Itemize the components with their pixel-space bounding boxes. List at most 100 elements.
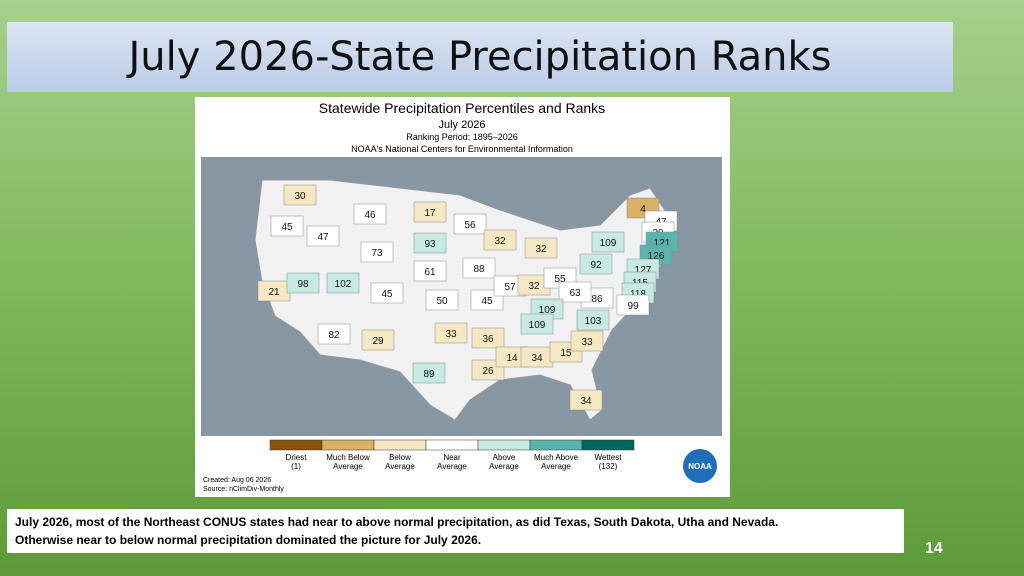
state bbox=[270, 215, 304, 237]
state-rank: 109 bbox=[529, 320, 546, 331]
state-rank: 103 bbox=[585, 316, 602, 327]
state-rank: 121 bbox=[654, 238, 671, 249]
legend-swatch bbox=[477, 439, 531, 451]
state bbox=[471, 327, 505, 349]
map-figure: Statewide Precipitation Percentiles and … bbox=[201, 100, 722, 493]
state-rank: 73 bbox=[371, 248, 383, 259]
state-rank: 63 bbox=[569, 288, 581, 299]
created: Created: Aug 06 2026 bbox=[203, 477, 271, 484]
state-rank: 32 bbox=[528, 281, 540, 292]
state bbox=[579, 253, 613, 275]
state-rank: 109 bbox=[539, 305, 556, 316]
state-rank: 47 bbox=[317, 232, 329, 243]
legend-label: Above bbox=[493, 453, 516, 462]
state-rank: 33 bbox=[581, 337, 593, 348]
source-org: NOAA's National Centers for Environmenta… bbox=[351, 144, 573, 154]
state-rank: 36 bbox=[482, 334, 494, 345]
state-rank: 32 bbox=[535, 244, 547, 255]
legend-label: Near bbox=[443, 453, 461, 462]
legend-sublabel: Average bbox=[333, 462, 363, 471]
state-rank: 55 bbox=[554, 274, 566, 285]
caption-line: July 2026, most of the Northeast CONUS s… bbox=[15, 515, 779, 529]
caption-line: Otherwise near to below normal precipita… bbox=[15, 533, 482, 547]
state bbox=[413, 232, 447, 254]
state bbox=[453, 213, 487, 235]
state-rank: 45 bbox=[481, 296, 493, 307]
legend-label: Much Above bbox=[534, 453, 579, 462]
legend-swatch bbox=[425, 439, 479, 451]
state-rank: 34 bbox=[580, 396, 592, 407]
state-rank: 82 bbox=[328, 330, 340, 341]
state-rank: 98 bbox=[297, 279, 309, 290]
legend-label: Below bbox=[389, 453, 411, 462]
legend-swatch bbox=[373, 439, 427, 451]
caption: July 2026, most of the Northeast CONUS s… bbox=[7, 509, 904, 553]
state-rank: 50 bbox=[436, 296, 448, 307]
state-rank: 56 bbox=[464, 220, 476, 231]
state-rank: 92 bbox=[590, 260, 602, 271]
state-rank: 61 bbox=[424, 267, 436, 278]
source: Source: nClimDiv-Monthly bbox=[203, 486, 284, 493]
legend-sublabel: Average bbox=[489, 462, 519, 471]
page-number: 14 bbox=[925, 540, 943, 557]
state-rank: 21 bbox=[268, 287, 280, 298]
state bbox=[360, 241, 394, 263]
state-rank: 127 bbox=[635, 265, 652, 276]
state-rank: 46 bbox=[364, 210, 376, 221]
state bbox=[413, 201, 447, 223]
ranking-period: Ranking Period: 1895–2026 bbox=[406, 132, 518, 142]
legend-swatch bbox=[269, 439, 323, 451]
state-rank: 109 bbox=[600, 238, 617, 249]
map-subtitle: July 2026 bbox=[438, 119, 485, 131]
state-rank: 93 bbox=[424, 239, 436, 250]
state bbox=[361, 329, 395, 351]
state-rank: 26 bbox=[482, 366, 494, 377]
state-rank: 4 bbox=[640, 204, 646, 215]
legend-swatch bbox=[581, 439, 635, 451]
state bbox=[370, 282, 404, 304]
legend-label: Driest bbox=[286, 453, 308, 462]
state bbox=[283, 184, 317, 206]
state bbox=[520, 313, 554, 335]
state bbox=[317, 323, 351, 345]
state-rank: 17 bbox=[424, 208, 436, 219]
state-rank: 57 bbox=[504, 282, 516, 293]
state bbox=[569, 389, 603, 411]
legend-swatch bbox=[529, 439, 583, 451]
state-rank: 15 bbox=[560, 348, 572, 359]
state-rank: 102 bbox=[335, 279, 352, 290]
state-rank: 30 bbox=[294, 191, 306, 202]
legend-swatch bbox=[321, 439, 375, 451]
state bbox=[616, 294, 650, 316]
slide-title: July 2026-State Precipitation Ranks bbox=[7, 22, 953, 92]
state bbox=[558, 281, 592, 303]
state-rank: 32 bbox=[494, 236, 506, 247]
state bbox=[483, 229, 517, 251]
legend-label: Wettest bbox=[595, 453, 623, 462]
logo-text: NOAA bbox=[688, 462, 712, 471]
state-rank: 33 bbox=[445, 329, 457, 340]
state-rank: 126 bbox=[648, 251, 665, 262]
state-rank: 89 bbox=[423, 369, 435, 380]
noaa-logo bbox=[683, 449, 717, 483]
state-rank: 88 bbox=[473, 264, 485, 275]
state-rank: 29 bbox=[372, 336, 384, 347]
state-rank: 14 bbox=[506, 353, 518, 364]
legend-sublabel: Average bbox=[437, 462, 467, 471]
state bbox=[576, 309, 610, 331]
state-rank: 86 bbox=[591, 294, 603, 305]
state bbox=[462, 257, 496, 279]
legend-sublabel: (132) bbox=[599, 462, 618, 471]
state-rank: 45 bbox=[281, 222, 293, 233]
state bbox=[425, 289, 459, 311]
state bbox=[326, 272, 360, 294]
state-rank: 45 bbox=[381, 289, 393, 300]
state-rank: 34 bbox=[531, 353, 543, 364]
state bbox=[306, 225, 340, 247]
legend-label: Much Below bbox=[326, 453, 370, 462]
state bbox=[286, 272, 320, 294]
state-rank: 99 bbox=[627, 301, 639, 312]
state bbox=[524, 237, 558, 259]
state bbox=[413, 260, 447, 282]
